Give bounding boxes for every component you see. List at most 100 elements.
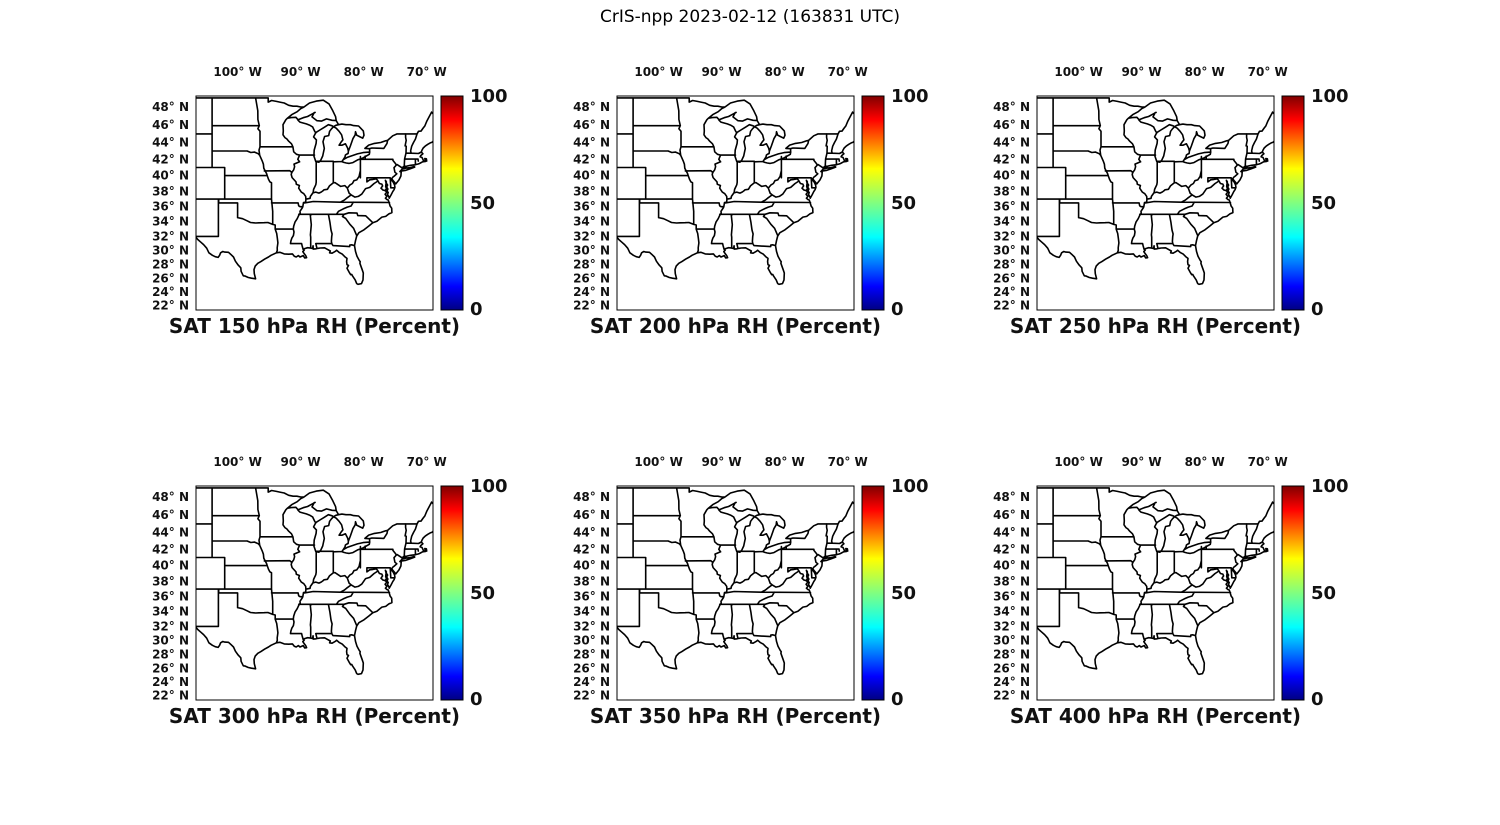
lat-tick-label: 48° N [993, 100, 1030, 114]
colorbar-tick-label: 100 [1311, 86, 1349, 107]
lat-tick-label: 34° N [573, 215, 610, 229]
lon-tick-label: 70° W [1248, 65, 1288, 79]
lon-tick-label: 100° W [634, 455, 682, 469]
lat-tick-label: 24° N [573, 285, 610, 299]
lon-tick-label: 100° W [1054, 65, 1102, 79]
lat-tick-label: 44° N [993, 136, 1030, 150]
lat-tick-label: 40° N [993, 559, 1030, 573]
lon-tick-label: 70° W [407, 65, 447, 79]
lat-tick-label: 26° N [993, 272, 1030, 286]
colorbar-tick-label: 0 [470, 299, 483, 320]
map-panel: 100° W 90° W 80° W 70° W 48° N 46° N 44° N 42° … [152, 65, 508, 320]
lat-tick-label: 38° N [152, 574, 189, 588]
lat-tick-label: 42° N [573, 152, 610, 166]
colorbar [1281, 485, 1305, 701]
us-state-boundaries [1037, 97, 1274, 286]
lat-tick-label: 36° N [152, 590, 189, 604]
colorbar-tick-label: 50 [891, 193, 916, 214]
lat-tick-label: 26° N [573, 272, 610, 286]
lat-tick-label: 42° N [152, 542, 189, 556]
lat-tick-label: 36° N [993, 590, 1030, 604]
us-state-boundaries [1037, 487, 1274, 676]
lat-tick-label: 24° N [993, 285, 1030, 299]
lon-tick-label: 100° W [634, 65, 682, 79]
lon-tick-label: 70° W [1248, 455, 1288, 469]
lat-tick-label: 46° N [152, 508, 189, 522]
us-state-boundaries [196, 97, 433, 286]
lat-tick-label: 32° N [573, 619, 610, 633]
lon-tick-label: 100° W [213, 65, 261, 79]
lat-tick-label: 48° N [152, 490, 189, 504]
colorbar [861, 95, 885, 311]
lon-tick-label: 80° W [765, 65, 805, 79]
map-frame [195, 95, 434, 311]
lat-tick-label: 42° N [993, 152, 1030, 166]
lat-tick-label: 40° N [573, 169, 610, 183]
lat-tick-label: 22° N [573, 688, 610, 702]
lat-tick-label: 40° N [993, 169, 1030, 183]
lat-tick-label: 46° N [573, 508, 610, 522]
lat-tick-label: 28° N [573, 648, 610, 662]
lat-tick-label: 34° N [993, 215, 1030, 229]
lat-tick-label: 30° N [993, 634, 1030, 648]
lat-tick-label: 22° N [993, 298, 1030, 312]
lat-tick-label: 30° N [573, 244, 610, 258]
colorbar-tick-label: 100 [891, 86, 929, 107]
lon-tick-label: 70° W [828, 455, 868, 469]
lon-tick-label: 90° W [1122, 455, 1162, 469]
lon-tick-label: 80° W [344, 65, 384, 79]
lat-tick-label: 48° N [152, 100, 189, 114]
lat-tick-label: 46° N [573, 118, 610, 132]
map-panel: 100° W 90° W 80° W 70° W 48° N 46° N 44° N 42° … [573, 65, 929, 320]
lat-tick-label: 40° N [152, 559, 189, 573]
lon-tick-label: 100° W [213, 455, 261, 469]
lat-tick-label: 32° N [573, 229, 610, 243]
lat-tick-label: 32° N [993, 619, 1030, 633]
lat-tick-label: 48° N [573, 490, 610, 504]
map-frame [1036, 485, 1275, 701]
lat-tick-label: 44° N [993, 526, 1030, 540]
lon-tick-label: 80° W [1185, 65, 1225, 79]
us-state-boundaries [196, 487, 433, 676]
lat-tick-label: 38° N [993, 184, 1030, 198]
lon-tick-label: 90° W [702, 455, 742, 469]
lat-tick-label: 44° N [152, 526, 189, 540]
colorbar [861, 485, 885, 701]
lon-tick-label: 70° W [828, 65, 868, 79]
lat-tick-label: 26° N [573, 662, 610, 676]
colorbar-tick-label: 0 [891, 299, 904, 320]
lat-tick-label: 32° N [152, 229, 189, 243]
colorbar-tick-label: 50 [470, 583, 495, 604]
lat-tick-label: 42° N [152, 152, 189, 166]
lon-tick-label: 80° W [765, 455, 805, 469]
colorbar-tick-label: 100 [470, 476, 508, 497]
colorbar-tick-label: 50 [891, 583, 916, 604]
colorbar-tick-label: 0 [1311, 689, 1324, 710]
lat-tick-label: 36° N [152, 200, 189, 214]
lat-tick-label: 32° N [152, 619, 189, 633]
panel-title: SAT 300 hPa RH (Percent) [168, 704, 461, 728]
lat-tick-label: 22° N [152, 298, 189, 312]
lat-tick-label: 40° N [573, 559, 610, 573]
panel-title: SAT 400 hPa RH (Percent) [1009, 704, 1302, 728]
colorbar-tick-label: 0 [470, 689, 483, 710]
lat-tick-label: 38° N [573, 574, 610, 588]
lat-tick-label: 34° N [573, 605, 610, 619]
lat-tick-label: 46° N [993, 118, 1030, 132]
lat-tick-label: 24° N [573, 675, 610, 689]
colorbar [440, 485, 464, 701]
lat-tick-label: 24° N [152, 285, 189, 299]
map-frame [1036, 95, 1275, 311]
lat-tick-label: 28° N [152, 648, 189, 662]
lat-tick-label: 30° N [573, 634, 610, 648]
lat-tick-label: 42° N [573, 542, 610, 556]
map-frame [195, 485, 434, 701]
lat-tick-label: 46° N [993, 508, 1030, 522]
lat-tick-label: 48° N [573, 100, 610, 114]
lat-tick-label: 34° N [152, 215, 189, 229]
lon-tick-label: 90° W [702, 65, 742, 79]
panel-title: SAT 150 hPa RH (Percent) [168, 314, 461, 338]
map-frame [616, 95, 855, 311]
lat-tick-label: 34° N [152, 605, 189, 619]
